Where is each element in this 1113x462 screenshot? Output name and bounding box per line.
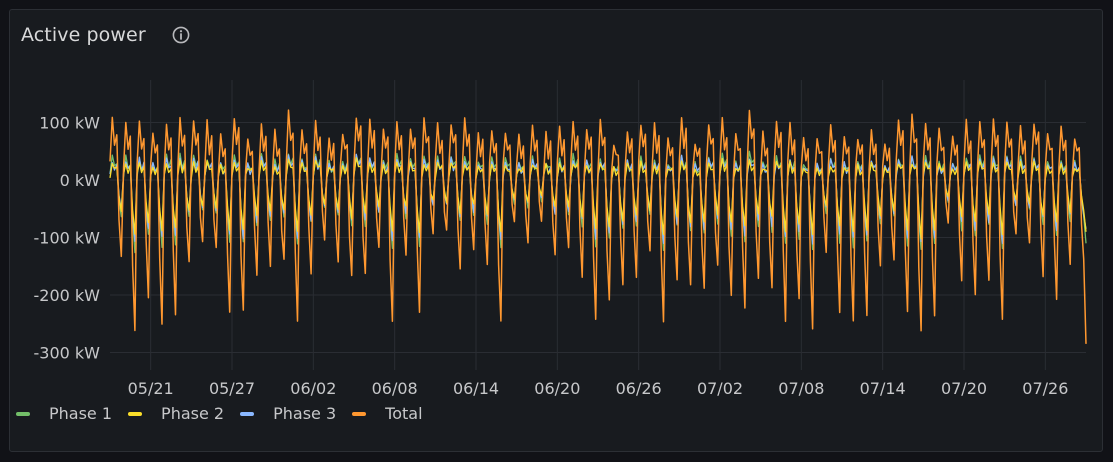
y-tick-label: -100 kW <box>34 229 101 248</box>
chart-legend: Phase 1 Phase 2 Phase 3 Total <box>16 404 439 423</box>
x-tick-label: 06/20 <box>534 379 580 398</box>
x-tick-label: 06/14 <box>453 379 499 398</box>
y-tick-label: 0 kW <box>60 171 101 190</box>
x-tick-label: 06/02 <box>290 379 336 398</box>
legend-swatch-phase-3 <box>240 411 255 416</box>
legend-item-phase-1[interactable]: Phase 1 <box>16 404 112 423</box>
panel-title: Active power <box>21 24 146 46</box>
x-tick-label: 07/20 <box>941 379 987 398</box>
panel-header: Active power <box>21 22 190 48</box>
x-tick-label: 06/08 <box>372 379 418 398</box>
legend-swatch-total <box>352 411 367 416</box>
x-tick-label: 07/26 <box>1022 379 1068 398</box>
info-circle-icon[interactable] <box>172 26 190 44</box>
series-line-total <box>109 109 1087 344</box>
legend-swatch-phase-2 <box>128 411 143 416</box>
legend-label-phase-3: Phase 3 <box>273 404 337 423</box>
x-tick-label: 05/21 <box>128 379 174 398</box>
legend-item-phase-2[interactable]: Phase 2 <box>128 404 224 423</box>
legend-label-total: Total <box>385 404 423 423</box>
legend-swatch-phase-1 <box>16 411 30 416</box>
x-tick-label: 05/27 <box>209 379 255 398</box>
y-tick-label: -200 kW <box>34 286 101 305</box>
x-tick-label: 07/14 <box>860 379 906 398</box>
legend-item-total[interactable]: Total <box>352 404 423 423</box>
y-tick-label: -300 kW <box>34 344 101 363</box>
legend-item-phase-3[interactable]: Phase 3 <box>240 404 336 423</box>
x-tick-label: 06/26 <box>616 379 662 398</box>
x-tick-label: 07/02 <box>697 379 743 398</box>
legend-label-phase-1: Phase 1 <box>49 404 113 423</box>
legend-label-phase-2: Phase 2 <box>161 404 225 423</box>
x-tick-label: 07/08 <box>778 379 824 398</box>
y-tick-label: 100 kW <box>39 114 100 133</box>
